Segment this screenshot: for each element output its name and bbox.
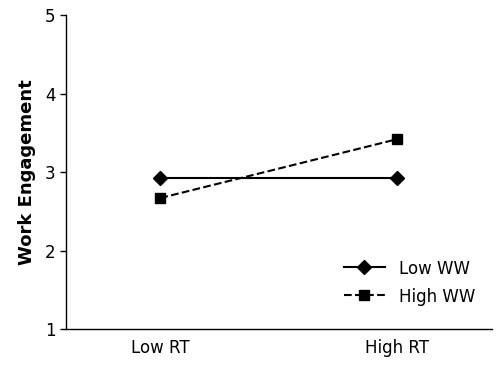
Legend: Low WW, High WW: Low WW, High WW (336, 252, 484, 314)
Y-axis label: Work Engagement: Work Engagement (18, 79, 36, 265)
